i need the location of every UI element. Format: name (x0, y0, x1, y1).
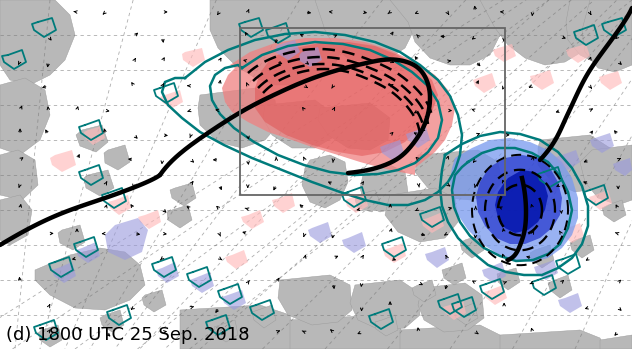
Polygon shape (302, 155, 348, 208)
Polygon shape (500, 330, 605, 349)
Polygon shape (142, 290, 166, 312)
Polygon shape (380, 140, 404, 160)
Polygon shape (602, 200, 626, 222)
Polygon shape (530, 70, 554, 90)
Polygon shape (599, 71, 622, 90)
Polygon shape (156, 262, 179, 283)
Polygon shape (375, 315, 398, 336)
Polygon shape (561, 223, 584, 243)
Polygon shape (480, 0, 595, 65)
Polygon shape (350, 280, 420, 330)
Polygon shape (308, 222, 332, 243)
Polygon shape (50, 150, 76, 172)
Polygon shape (214, 320, 238, 342)
Polygon shape (278, 275, 352, 325)
Polygon shape (473, 73, 496, 93)
Polygon shape (360, 165, 408, 212)
Polygon shape (272, 193, 295, 213)
Polygon shape (406, 127, 430, 148)
Polygon shape (495, 170, 548, 233)
Polygon shape (76, 242, 100, 263)
Polygon shape (590, 133, 614, 153)
Polygon shape (415, 150, 502, 200)
Polygon shape (182, 48, 205, 67)
Bar (240, 28, 505, 195)
Polygon shape (0, 195, 32, 245)
Polygon shape (425, 247, 449, 268)
Polygon shape (76, 125, 108, 152)
Polygon shape (454, 303, 478, 325)
Polygon shape (570, 235, 594, 258)
Polygon shape (138, 210, 161, 229)
Polygon shape (385, 188, 458, 242)
Polygon shape (225, 250, 248, 269)
Polygon shape (460, 235, 484, 258)
Polygon shape (315, 0, 415, 62)
Polygon shape (493, 44, 516, 62)
Polygon shape (345, 193, 368, 213)
Polygon shape (355, 190, 380, 212)
Polygon shape (252, 305, 276, 328)
Polygon shape (108, 195, 131, 215)
Polygon shape (418, 283, 484, 332)
Polygon shape (190, 272, 214, 293)
Text: (d) 1800 UTC 25 Sep. 2018: (d) 1800 UTC 25 Sep. 2018 (6, 326, 250, 344)
Polygon shape (530, 245, 554, 268)
Polygon shape (400, 325, 505, 349)
Polygon shape (600, 335, 632, 349)
Polygon shape (0, 0, 75, 85)
Polygon shape (534, 260, 558, 280)
Polygon shape (542, 173, 565, 193)
Polygon shape (383, 243, 406, 263)
Polygon shape (412, 280, 436, 302)
Polygon shape (548, 275, 572, 298)
Polygon shape (566, 0, 632, 65)
Polygon shape (484, 285, 507, 305)
Polygon shape (180, 305, 295, 349)
Polygon shape (538, 135, 615, 192)
Polygon shape (38, 325, 62, 347)
Polygon shape (222, 38, 455, 175)
Polygon shape (222, 290, 246, 310)
Polygon shape (84, 126, 105, 145)
Polygon shape (613, 158, 632, 176)
Polygon shape (582, 0, 632, 72)
Polygon shape (476, 155, 562, 244)
Polygon shape (0, 150, 38, 200)
Polygon shape (167, 205, 192, 228)
Polygon shape (105, 218, 148, 260)
Polygon shape (104, 145, 130, 170)
Polygon shape (290, 315, 405, 349)
Polygon shape (52, 262, 76, 283)
Polygon shape (558, 293, 582, 313)
Polygon shape (275, 40, 300, 60)
Polygon shape (390, 0, 500, 65)
Polygon shape (497, 268, 520, 290)
Polygon shape (443, 300, 466, 320)
Polygon shape (482, 262, 506, 283)
Polygon shape (210, 0, 345, 85)
Polygon shape (255, 42, 438, 156)
Polygon shape (100, 310, 124, 332)
Polygon shape (580, 145, 632, 205)
Polygon shape (84, 170, 114, 196)
Polygon shape (450, 138, 578, 262)
Polygon shape (342, 232, 366, 253)
Polygon shape (198, 88, 278, 148)
Polygon shape (318, 103, 390, 150)
Polygon shape (556, 150, 580, 170)
Polygon shape (298, 47, 322, 67)
Polygon shape (442, 263, 466, 285)
Polygon shape (170, 183, 196, 206)
Polygon shape (0, 78, 50, 155)
Polygon shape (160, 90, 183, 109)
Polygon shape (589, 190, 612, 210)
Polygon shape (421, 213, 444, 233)
Polygon shape (241, 210, 264, 229)
Polygon shape (35, 248, 145, 310)
Polygon shape (566, 44, 590, 63)
Polygon shape (58, 225, 85, 250)
Polygon shape (263, 100, 335, 148)
